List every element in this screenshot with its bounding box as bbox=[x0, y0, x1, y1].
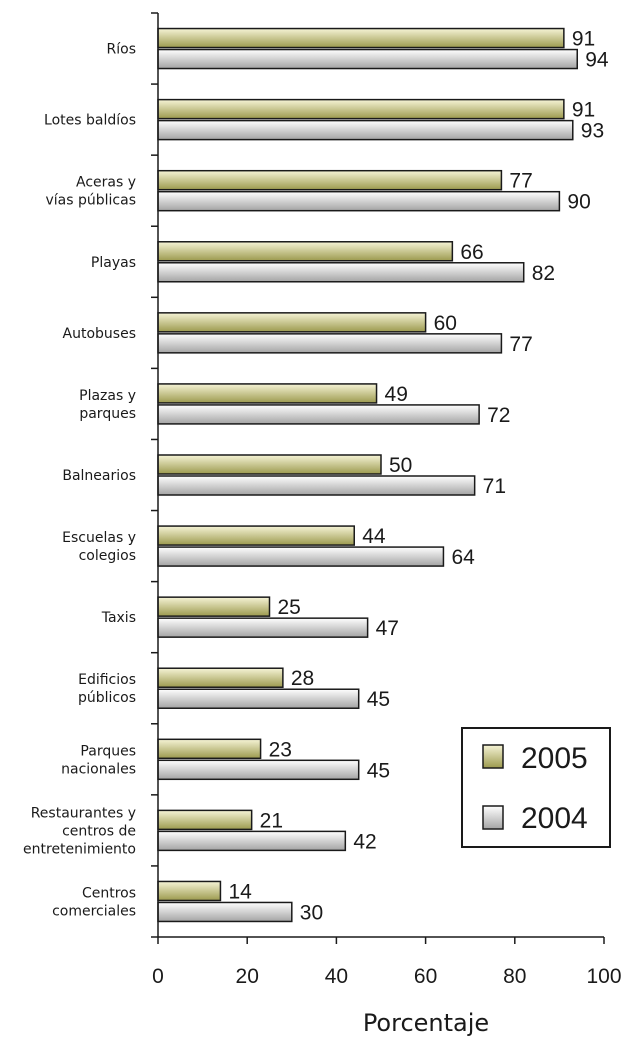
bar-2004-6 bbox=[157, 475, 476, 496]
bar-2005-5 bbox=[157, 383, 378, 404]
value-label-2005-1: 91 bbox=[572, 99, 595, 122]
x-axis-title: Porcentaje bbox=[363, 1009, 489, 1037]
bar-2005-10 bbox=[157, 738, 262, 760]
bar-2005-12 bbox=[157, 880, 222, 902]
value-label-2004-7: 64 bbox=[451, 546, 475, 569]
legend-label-2004: 2004 bbox=[521, 802, 588, 835]
category-label-12-1: comerciales bbox=[52, 903, 136, 919]
x-tick-label-1: 20 bbox=[236, 965, 259, 988]
bar-2005-1 bbox=[157, 98, 565, 120]
value-label-2004-4: 77 bbox=[509, 333, 532, 356]
bar-2005-6 bbox=[157, 454, 382, 475]
bar-2005-11 bbox=[157, 809, 253, 831]
value-label-2004-3: 82 bbox=[532, 262, 555, 285]
value-label-2004-1: 93 bbox=[581, 120, 604, 143]
bar-2004-11 bbox=[157, 830, 347, 852]
value-label-2005-9: 28 bbox=[291, 667, 314, 690]
category-label-10-0: Parques bbox=[80, 743, 136, 759]
x-tick-label-3: 60 bbox=[414, 965, 437, 988]
bar-2005-7 bbox=[157, 525, 355, 546]
value-label-2005-6: 50 bbox=[389, 454, 412, 477]
axes bbox=[151, 12, 605, 944]
x-tick-label-0: 0 bbox=[152, 965, 164, 988]
category-label-9-1: públicos bbox=[78, 690, 136, 706]
value-label-2004-8: 47 bbox=[376, 617, 399, 640]
value-label-2004-2: 90 bbox=[567, 191, 590, 214]
category-label-5-1: parques bbox=[79, 406, 136, 422]
legend: 2005 2004 bbox=[461, 727, 611, 848]
bar-2004-0 bbox=[157, 48, 578, 70]
value-label-2004-11: 42 bbox=[353, 830, 376, 853]
value-label-2005-4: 60 bbox=[434, 312, 457, 335]
value-label-2005-8: 25 bbox=[278, 596, 301, 619]
value-label-2004-0: 94 bbox=[585, 49, 609, 72]
x-tick-label-2: 40 bbox=[325, 965, 348, 988]
category-label-10-1: nacionales bbox=[61, 761, 136, 777]
category-label-11-2: entretenimiento bbox=[23, 841, 136, 857]
bar-2005-8 bbox=[157, 596, 271, 617]
category-label-6-0: Balnearios bbox=[62, 468, 136, 484]
value-label-2004-12: 30 bbox=[300, 901, 323, 924]
bar-2004-5 bbox=[157, 404, 480, 425]
bar-2005-4 bbox=[157, 312, 427, 333]
bar-2004-2 bbox=[157, 190, 561, 212]
value-label-2004-5: 72 bbox=[487, 404, 510, 427]
bar-2005-9 bbox=[157, 667, 284, 688]
value-label-2005-12: 14 bbox=[228, 880, 252, 903]
value-label-2004-9: 45 bbox=[367, 688, 390, 711]
value-label-2005-7: 44 bbox=[362, 525, 386, 548]
bar-2004-4 bbox=[157, 333, 503, 354]
value-label-2005-3: 66 bbox=[460, 241, 483, 264]
bar-2004-7 bbox=[157, 546, 445, 567]
bar-2004-12 bbox=[157, 901, 293, 923]
value-label-2005-10: 23 bbox=[269, 738, 292, 761]
legend-swatch-2005 bbox=[482, 744, 504, 769]
bar-2005-0 bbox=[157, 27, 565, 49]
bar-2004-9 bbox=[157, 688, 360, 709]
legend-label-2005: 2005 bbox=[521, 742, 588, 775]
x-tick-label-5: 100 bbox=[586, 965, 621, 988]
value-label-2004-6: 71 bbox=[483, 475, 506, 498]
category-label-5-0: Plazas y bbox=[79, 388, 136, 404]
category-label-2-0: Aceras y bbox=[76, 175, 136, 191]
category-label-4-0: Autobuses bbox=[63, 326, 136, 342]
value-label-2005-2: 77 bbox=[509, 170, 532, 193]
category-label-7-0: Escuelas y bbox=[62, 530, 136, 546]
bar-2005-3 bbox=[157, 241, 454, 262]
category-label-11-1: centros de bbox=[62, 823, 136, 839]
category-label-3-0: Playas bbox=[91, 255, 136, 271]
category-label-7-1: colegios bbox=[79, 548, 136, 564]
category-label-0-0: Ríos bbox=[107, 42, 136, 58]
bar-2004-3 bbox=[157, 262, 525, 283]
category-labels: Ríos Lotes baldíos Aceras y vías públicas Pl… bbox=[23, 42, 136, 920]
x-tick-labels: 0 20 40 60 80 100 bbox=[152, 965, 621, 988]
category-label-12-0: Centros bbox=[82, 885, 136, 901]
legend-swatch-2004 bbox=[482, 805, 504, 830]
value-label-2005-5: 49 bbox=[385, 383, 408, 406]
category-label-2-1: vías públicas bbox=[46, 193, 137, 209]
value-label-2005-11: 21 bbox=[260, 809, 283, 832]
category-label-11-0: Restaurantes y bbox=[31, 805, 136, 821]
value-label-2004-10: 45 bbox=[367, 759, 390, 782]
bars-group: 9194919377906682607749725071446425472845… bbox=[157, 27, 609, 924]
bar-2005-2 bbox=[157, 169, 503, 191]
category-label-8-0: Taxis bbox=[101, 610, 136, 626]
category-label-1-0: Lotes baldíos bbox=[44, 113, 136, 129]
x-tick-label-4: 80 bbox=[503, 965, 526, 988]
bar-2004-10 bbox=[157, 759, 360, 781]
bar-2004-1 bbox=[157, 119, 574, 141]
category-label-9-0: Edificios bbox=[78, 672, 136, 688]
value-label-2005-0: 91 bbox=[572, 28, 595, 51]
bar-2004-8 bbox=[157, 617, 369, 638]
